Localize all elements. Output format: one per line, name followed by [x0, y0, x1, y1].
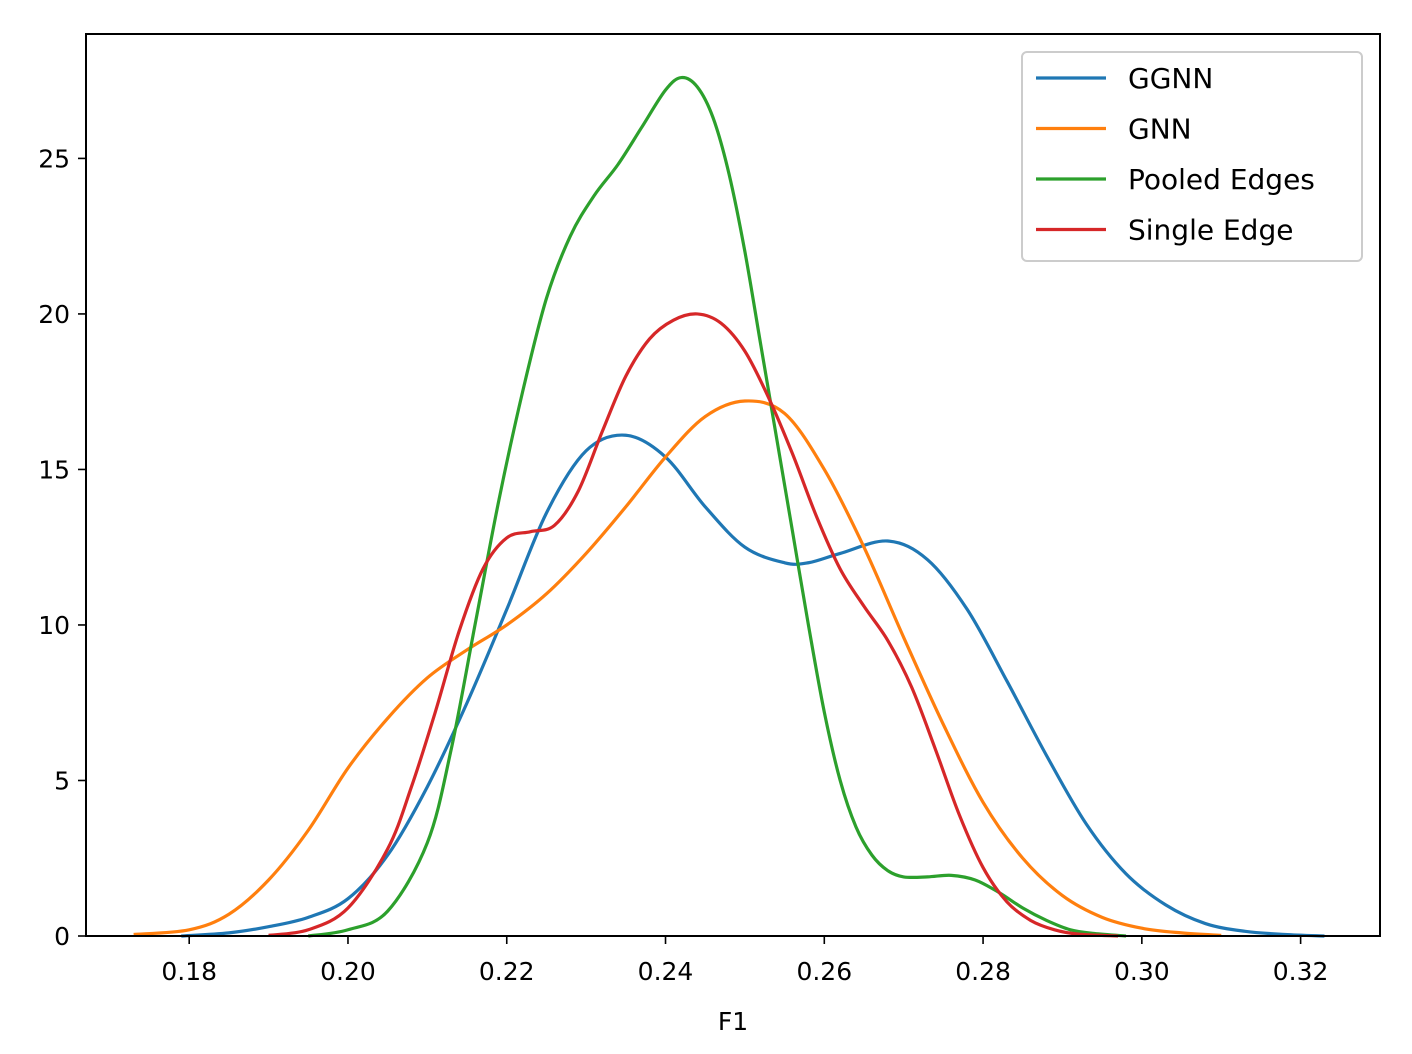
y-tick-label: 0: [54, 922, 70, 951]
x-tick-label: 0.24: [638, 957, 694, 986]
y-tick-label: 5: [54, 766, 70, 795]
y-tick-label: 20: [38, 300, 70, 329]
series-line-single-edge: [268, 312, 1119, 938]
series-layer: [133, 75, 1325, 938]
x-axis: 0.18 0.20 0.22 0.24 0.26 0.28 0.30 0.32: [161, 936, 1328, 986]
x-tick-label: 0.28: [955, 957, 1011, 986]
legend-label: Pooled Edges: [1128, 163, 1315, 196]
series-line-pooled-edges: [308, 75, 1127, 938]
x-axis-label: F1: [718, 1007, 748, 1036]
series-line-gnn: [133, 399, 1222, 937]
x-tick-label: 0.22: [479, 957, 535, 986]
y-tick-label: 25: [38, 144, 70, 173]
legend-box: [1021, 51, 1363, 262]
x-tick-label: 0.32: [1273, 957, 1329, 986]
legend-label: GNN: [1128, 113, 1192, 146]
plot-frame: [85, 33, 1381, 937]
series-line-ggnn: [181, 433, 1325, 938]
x-tick-label: 0.26: [796, 957, 852, 986]
legend: GGNN GNN Pooled Edges Single Edge: [1021, 51, 1363, 262]
y-axis: 0 5 10 15 20 25: [38, 144, 86, 951]
y-tick-label: 15: [38, 455, 70, 484]
x-tick-label: 0.18: [161, 957, 217, 986]
x-tick-label: 0.30: [1114, 957, 1170, 986]
legend-label: Single Edge: [1128, 214, 1293, 247]
x-tick-label: 0.20: [320, 957, 376, 986]
y-tick-label: 10: [38, 611, 70, 640]
legend-label: GGNN: [1128, 62, 1213, 95]
